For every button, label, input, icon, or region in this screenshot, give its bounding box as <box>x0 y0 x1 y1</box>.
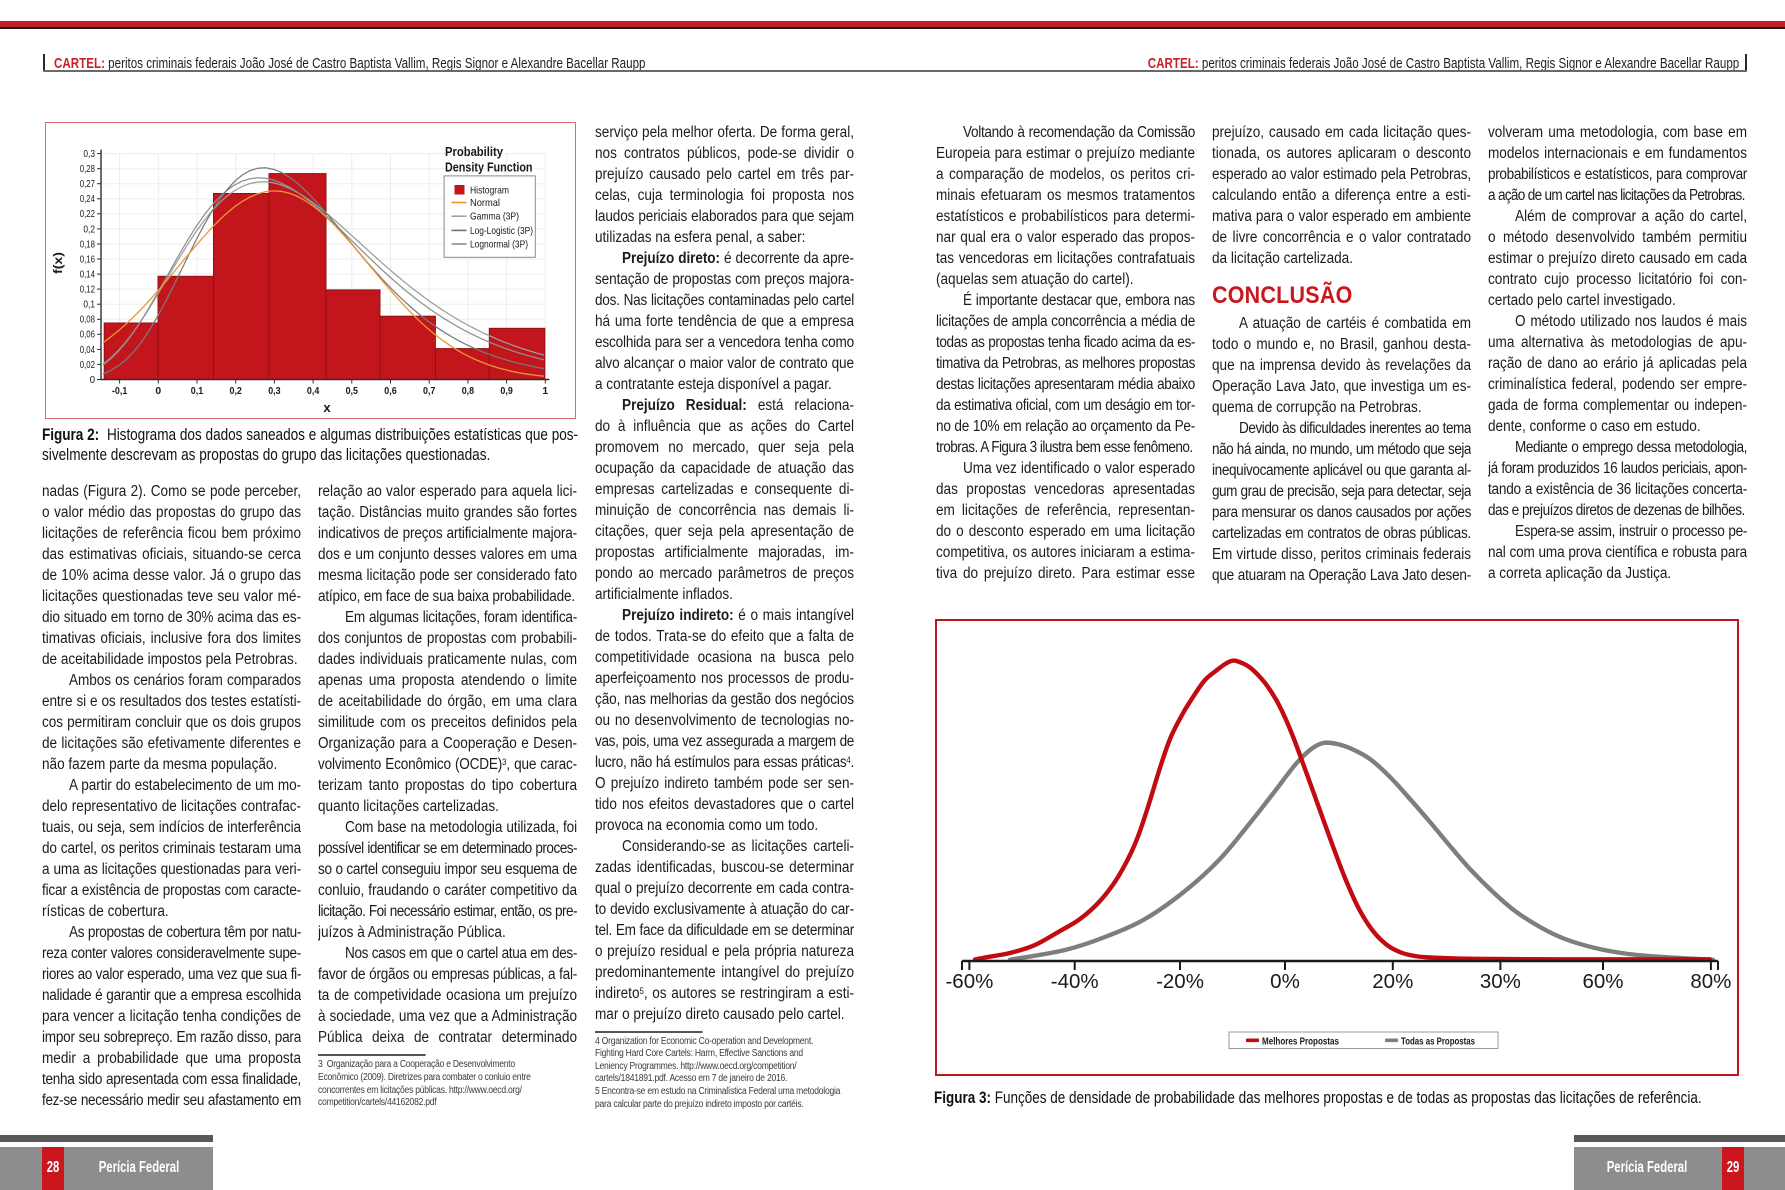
svg-text:0,1: 0,1 <box>191 386 204 397</box>
svg-text:f(x): f(x) <box>51 252 65 274</box>
svg-text:Density Function: Density Function <box>445 160 533 175</box>
svg-text:0,2: 0,2 <box>230 386 243 397</box>
svg-text:-0,1: -0,1 <box>112 386 128 397</box>
svg-text:0,22: 0,22 <box>80 209 95 220</box>
svg-text:-40%: -40% <box>1051 970 1099 993</box>
svg-text:-60%: -60% <box>945 970 993 993</box>
svg-text:0,06: 0,06 <box>80 330 95 341</box>
svg-text:Histogram: Histogram <box>470 185 509 196</box>
svg-text:Probability: Probability <box>445 144 504 159</box>
svg-text:-20%: -20% <box>1156 970 1204 993</box>
svg-text:Gamma (3P): Gamma (3P) <box>470 212 519 223</box>
svg-text:0,28: 0,28 <box>80 164 95 175</box>
svg-text:0,3: 0,3 <box>268 386 281 397</box>
svg-text:80%: 80% <box>1690 970 1731 993</box>
svg-text:0: 0 <box>90 375 96 386</box>
svg-text:0,1: 0,1 <box>83 300 95 311</box>
svg-text:0,2: 0,2 <box>83 224 95 235</box>
svg-text:Normal: Normal <box>470 198 500 209</box>
svg-text:0,6: 0,6 <box>384 386 397 397</box>
svg-text:0,5: 0,5 <box>346 386 359 397</box>
svg-text:Melhores Propostas: Melhores Propostas <box>1262 1037 1339 1048</box>
svg-text:0,24: 0,24 <box>80 194 96 205</box>
svg-text:0,3: 0,3 <box>83 149 95 160</box>
svg-text:0%: 0% <box>1270 970 1300 993</box>
svg-text:0,4: 0,4 <box>307 386 320 397</box>
svg-text:0: 0 <box>155 386 161 397</box>
svg-text:Log-Logistic (3P): Log-Logistic (3P) <box>470 226 533 237</box>
svg-text:0,9: 0,9 <box>500 386 513 397</box>
svg-text:0,8: 0,8 <box>462 386 475 397</box>
svg-text:60%: 60% <box>1582 970 1623 993</box>
svg-text:0,12: 0,12 <box>80 285 95 296</box>
svg-text:30%: 30% <box>1480 970 1521 993</box>
svg-text:0,04: 0,04 <box>80 345 96 356</box>
svg-text:Lognormal (3P): Lognormal (3P) <box>470 239 528 250</box>
svg-text:0,27: 0,27 <box>80 179 95 190</box>
svg-text:1: 1 <box>542 386 548 397</box>
svg-text:0,14: 0,14 <box>80 270 96 281</box>
svg-text:x: x <box>323 400 331 415</box>
svg-text:0,18: 0,18 <box>80 239 95 250</box>
svg-text:0,08: 0,08 <box>80 315 95 326</box>
svg-text:0,02: 0,02 <box>80 360 95 371</box>
svg-text:20%: 20% <box>1372 970 1413 993</box>
svg-text:Todas as Propostas: Todas as Propostas <box>1401 1037 1475 1048</box>
svg-text:0,7: 0,7 <box>423 386 436 397</box>
svg-text:0,16: 0,16 <box>80 254 95 265</box>
